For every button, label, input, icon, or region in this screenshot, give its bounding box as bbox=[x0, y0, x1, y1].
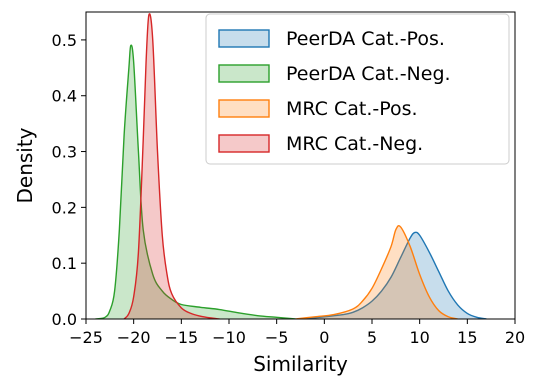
legend-swatch bbox=[218, 134, 270, 153]
density-area-3 bbox=[295, 225, 458, 319]
legend-label: MRC Cat.-Pos. bbox=[286, 98, 418, 120]
x-axis-label: Similarity bbox=[253, 352, 348, 376]
legend-label: PeerDA Cat.-Neg. bbox=[286, 63, 451, 85]
legend-label: MRC Cat.-Neg. bbox=[286, 133, 423, 155]
x-tick-label: 10 bbox=[409, 328, 429, 347]
x-tick-label: 5 bbox=[367, 328, 377, 347]
density-area-4 bbox=[124, 13, 220, 319]
x-tick-label: −25 bbox=[69, 328, 103, 347]
legend-swatch bbox=[218, 64, 270, 83]
x-tick-label: 20 bbox=[505, 328, 525, 347]
x-tick-label: 15 bbox=[457, 328, 477, 347]
legend-label: PeerDA Cat.-Pos. bbox=[286, 28, 445, 50]
y-tick-label: 0.4 bbox=[52, 87, 77, 106]
legend-swatch bbox=[218, 99, 270, 118]
x-tick-label: −5 bbox=[265, 328, 289, 347]
x-tick-label: 0 bbox=[319, 328, 329, 347]
density-area-2 bbox=[95, 45, 296, 319]
plot-frame bbox=[85, 11, 516, 320]
x-tick-label: −10 bbox=[212, 328, 246, 347]
y-tick-label: 0.0 bbox=[52, 310, 77, 329]
y-axis-label: Density bbox=[13, 127, 37, 203]
axis-ticks: −25 −20 −15 −10 −5 0 5 10 15 20 0.0 0.1 0.2 0.3 0.4 0.5 bbox=[52, 31, 526, 347]
plot-area bbox=[95, 13, 487, 319]
density-line-1 bbox=[305, 231, 487, 319]
legend: PeerDA Cat.-Pos. PeerDA Cat.-Neg. MRC Cat.… bbox=[205, 13, 510, 165]
legend-box bbox=[205, 13, 510, 165]
y-tick-label: 0.2 bbox=[52, 198, 77, 217]
y-tick-label: 0.5 bbox=[52, 31, 77, 50]
density-line-3 bbox=[295, 224, 458, 319]
density-area-1 bbox=[305, 232, 487, 319]
x-tick-label: −15 bbox=[164, 328, 198, 347]
legend-swatch bbox=[218, 29, 270, 48]
y-tick-label: 0.1 bbox=[52, 254, 77, 273]
density-line-2 bbox=[95, 44, 296, 319]
y-tick-label: 0.3 bbox=[52, 143, 77, 162]
density-line-4 bbox=[123, 13, 220, 319]
x-tick-label: −20 bbox=[117, 328, 151, 347]
